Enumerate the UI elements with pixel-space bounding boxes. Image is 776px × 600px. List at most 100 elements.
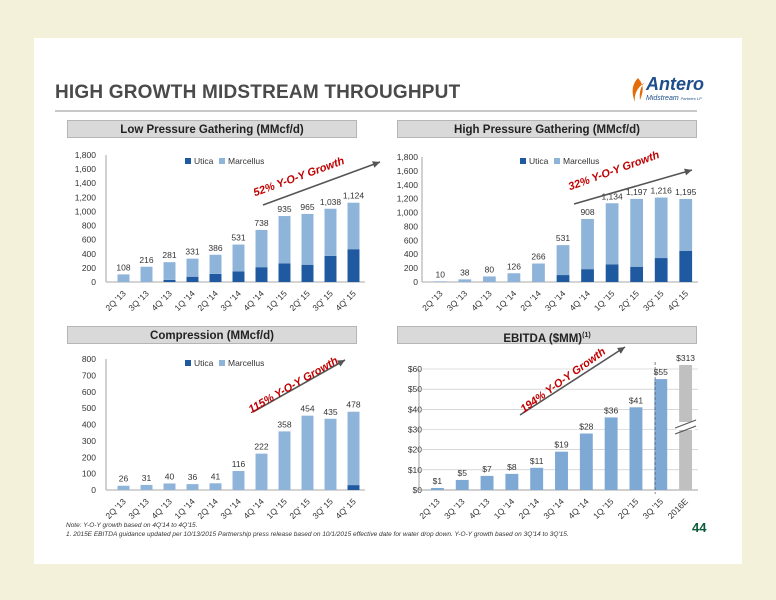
low-pressure-total-label: 281 <box>162 250 176 260</box>
high-pressure-xtick: 4Q '13 <box>469 288 494 313</box>
ebitda-value-label: $28 <box>579 422 593 432</box>
ebitda-growth-arrow <box>519 346 626 416</box>
high-pressure-xtick: 3Q '14 <box>543 288 568 313</box>
high-pressure-bar-marcellus <box>532 263 545 282</box>
ebitda-ytick: $0 <box>413 485 423 495</box>
compression-total-label: 358 <box>277 419 291 429</box>
low-pressure-growth-arrow <box>262 161 381 206</box>
ebitda-ytick: $60 <box>408 364 422 374</box>
high-pressure-xtick: 3Q '13 <box>445 288 470 313</box>
ebitda-bar <box>629 407 643 490</box>
ebitda-axis-break-mark <box>674 425 697 435</box>
compression-bar-marcellus <box>255 453 268 490</box>
compression-growth-arrow-head <box>337 360 345 367</box>
ebitda-xtick: 4Q '14 <box>566 496 591 521</box>
ebitda-value-label: $19 <box>554 440 568 450</box>
ebitda-value-label: $313 <box>676 353 695 363</box>
high-pressure-growth-arrow-head <box>684 168 692 176</box>
high-pressure-growth-arrow <box>573 169 693 205</box>
compression-xtick: 4Q '14 <box>241 496 266 521</box>
ebitda-value-label: $1 <box>433 476 443 486</box>
ebitda-xtick: 3Q '13 <box>442 496 467 521</box>
high-pressure-ytick: 1,000 <box>397 208 419 218</box>
high-pressure-total-label: 266 <box>531 252 545 262</box>
compression-legend-utica: Utica <box>194 358 214 368</box>
low-pressure-xtick: 3Q '14 <box>218 288 243 313</box>
compression-header: Compression (MMcf/d) <box>67 326 357 344</box>
logo-name: Antero <box>646 74 704 94</box>
compression-ytick: 200 <box>82 452 96 462</box>
low-pressure-total-label: 386 <box>208 243 222 253</box>
high-pressure-ytick: 400 <box>404 249 418 259</box>
compression-bar-marcellus <box>140 484 153 490</box>
high-pressure-header: High Pressure Gathering (MMcf/d) <box>397 120 697 138</box>
low-pressure-bar-utica <box>301 264 314 282</box>
page-number: 44 <box>692 520 707 535</box>
footnote-1: 1. 2015E EBITDA guidance updated per 10/… <box>66 531 569 538</box>
high-pressure-xtick: 3Q' 15 <box>641 288 666 313</box>
low-pressure-growth-arrow-head <box>372 161 380 168</box>
low-pressure-xtick: 4Q '14 <box>241 288 266 313</box>
low-pressure-ytick: 400 <box>82 249 96 259</box>
high-pressure-bar-marcellus <box>458 279 472 282</box>
high-pressure-xtick: 2Q '14 <box>518 288 543 313</box>
low-pressure-bar-marcellus <box>324 208 337 256</box>
high-pressure-bar-utica <box>556 275 570 282</box>
low-pressure-total-label: 965 <box>300 202 314 212</box>
ebitda-axis-break-gap <box>676 422 696 430</box>
high-pressure-bar-marcellus <box>581 218 594 270</box>
high-pressure-legend-marcellus-swatch <box>554 158 560 164</box>
high-pressure-total-label: 38 <box>460 267 470 277</box>
low-pressure-bar-utica <box>163 279 176 282</box>
ebitda-ytick: $20 <box>408 445 422 455</box>
high-pressure-xtick: 4Q '14 <box>567 288 592 313</box>
ebitda-value-label: $8 <box>507 462 517 472</box>
low-pressure-total-label: 216 <box>139 255 153 265</box>
low-pressure-bar-utica <box>232 271 245 282</box>
compression-total-label: 454 <box>300 404 314 414</box>
high-pressure-bar-utica <box>654 258 668 282</box>
ebitda-bar <box>430 487 444 490</box>
ebitda-ytick: $50 <box>408 384 422 394</box>
ebitda-xtick: 2Q '14 <box>517 496 542 521</box>
low-pressure-ytick: 1,600 <box>75 164 97 174</box>
high-pressure-ytick: 0 <box>413 277 418 287</box>
low-pressure-ytick: 1,000 <box>75 206 97 216</box>
low-pressure-total-label: 108 <box>116 262 130 272</box>
high-pressure-total-label: 908 <box>580 207 594 217</box>
logo-sub-text: Midstream <box>646 95 679 102</box>
low-pressure-bar-marcellus <box>255 229 268 268</box>
ebitda-bar <box>530 467 544 490</box>
low-pressure-xtick: 3Q' 15 <box>310 288 335 313</box>
compression-xtick: 4Q' 15 <box>333 496 358 521</box>
compression-bar-marcellus <box>117 485 130 490</box>
compression-ytick: 800 <box>82 354 96 364</box>
ebitda-header-text: EBITDA ($MM) <box>503 332 583 345</box>
low-pressure-ytick: 600 <box>82 235 96 245</box>
compression-xtick: 2Q' 15 <box>287 496 312 521</box>
compression-ytick: 600 <box>82 387 96 397</box>
low-pressure-xtick: 3Q '13 <box>126 288 151 313</box>
ebitda-bar <box>555 451 568 490</box>
ebitda-ytick: $10 <box>408 465 422 475</box>
low-pressure-bar-utica <box>186 276 199 282</box>
low-pressure-xtick: 4Q' 15 <box>333 288 358 313</box>
ebitda-xtick: 1Q '15 <box>591 496 616 521</box>
compression-bar-marcellus <box>324 418 337 490</box>
compression-xtick: 3Q '14 <box>218 496 243 521</box>
logo-subtitle: Midstream Partners LP <box>646 95 702 102</box>
ebitda-bar <box>579 433 593 490</box>
low-pressure-bar-marcellus <box>209 254 222 274</box>
high-pressure-bar-utica <box>581 269 594 282</box>
ebitda-xtick: 3Q '15 <box>641 496 666 521</box>
low-pressure-xtick: 2Q '13 <box>103 288 128 313</box>
low-pressure-bar-utica <box>347 249 360 282</box>
high-pressure-ytick: 1,600 <box>397 166 419 176</box>
compression-total-label: 40 <box>165 471 175 481</box>
low-pressure-total-label: 531 <box>231 233 245 243</box>
low-pressure-ytick: 0 <box>91 277 96 287</box>
ebitda-bar <box>455 479 469 490</box>
ebitda-value-label: $11 <box>530 456 544 466</box>
compression-ytick: 500 <box>82 403 96 413</box>
